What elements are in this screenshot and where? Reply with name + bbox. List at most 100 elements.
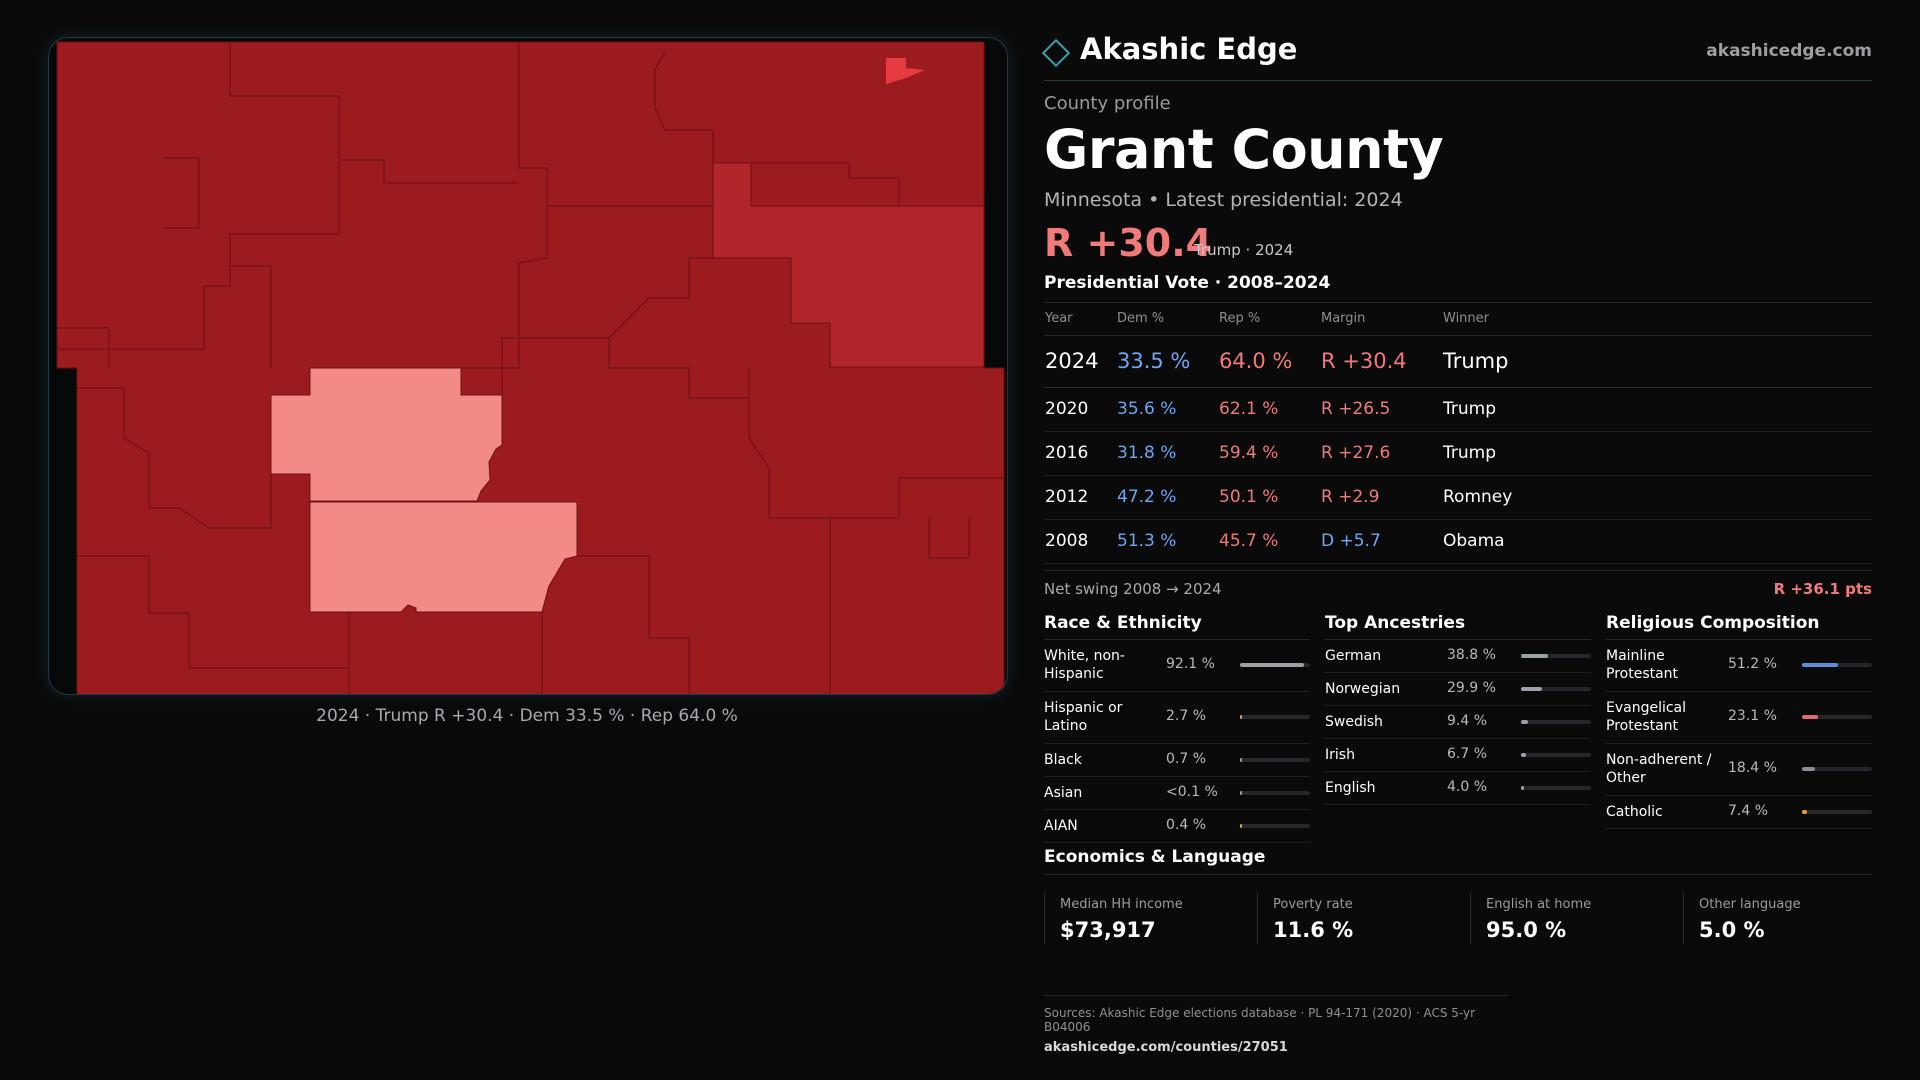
brand-name: Akashic Edge — [1080, 32, 1298, 66]
ancestry-row: Swedish 9.4 % — [1325, 706, 1591, 739]
ancestry-bar-track — [1521, 785, 1591, 790]
race-bar-fill — [1240, 790, 1242, 795]
religion-value: 51.2 % — [1728, 656, 1777, 673]
ancestry-label: Norwegian — [1325, 680, 1401, 697]
vote-dem: 35.6 % — [1116, 387, 1218, 432]
religion-row: Catholic 7.4 % — [1606, 796, 1872, 829]
vote-winner: Romney — [1442, 475, 1872, 520]
vote-margin: R +30.4 — [1320, 335, 1442, 388]
vote-margin: R +27.6 — [1320, 431, 1442, 476]
ancestry-bar-fill — [1521, 785, 1524, 790]
economics-stat: Other language 5.0 % — [1683, 892, 1891, 944]
economics-title: Economics & Language — [1044, 847, 1872, 875]
economics-stat-value: $73,917 — [1060, 918, 1156, 942]
religion-row: Non-adherent / Other 18.4 % — [1606, 744, 1872, 796]
race-row: Asian <0.1 % — [1044, 777, 1310, 810]
vote-row: 2012 47.2 % 50.1 % R +2.9 Romney — [1044, 475, 1872, 520]
race-label: AIAN — [1044, 817, 1078, 834]
race-label: White, non-Hispanic — [1044, 647, 1125, 682]
vote-winner: Trump — [1442, 431, 1872, 476]
vote-year: 2008 — [1044, 519, 1116, 564]
race-title: Race & Ethnicity — [1044, 609, 1310, 640]
race-value: 92.1 % — [1166, 656, 1215, 673]
economics-stat-label: Other language — [1699, 897, 1801, 912]
economics-boxes: Median HH income $73,917 Poverty rate 11.6 … — [1044, 888, 1872, 946]
ancestry-row: Norwegian 29.9 % — [1325, 673, 1591, 706]
col-dem: Dem % — [1116, 302, 1218, 336]
vote-rep: 50.1 % — [1218, 475, 1320, 520]
vote-dem: 31.8 % — [1116, 431, 1218, 476]
precinct-map-svg[interactable] — [49, 38, 1007, 694]
race-value: 0.7 % — [1166, 750, 1207, 767]
religion-label: Catholic — [1606, 803, 1663, 820]
race-row: White, non-Hispanic 92.1 % — [1044, 640, 1310, 692]
ancestry-row: English 4.0 % — [1325, 772, 1591, 805]
precinct-central-south[interactable] — [309, 501, 578, 613]
race-bar-track — [1240, 715, 1310, 720]
ancestry-value: 4.0 % — [1447, 778, 1488, 795]
county-url[interactable]: akashicedge.com/counties/27051 — [1044, 1040, 1288, 1055]
margin-value: R +30.4 — [1044, 220, 1213, 265]
ancestry-bar-fill — [1521, 752, 1526, 757]
religion-bar-track — [1802, 715, 1872, 720]
vote-year: 2020 — [1044, 387, 1116, 432]
vote-table: Year Dem % Rep % Margin Winner 2024 33.5 … — [1044, 302, 1872, 564]
vote-rep: 45.7 % — [1218, 519, 1320, 564]
economics-stat-label: Median HH income — [1060, 897, 1183, 912]
ancestry-bar-fill — [1521, 719, 1528, 724]
ancestry-value: 9.4 % — [1447, 712, 1488, 729]
ancestry-label: Swedish — [1325, 713, 1383, 730]
county-subline: Minnesota • Latest presidential: 2024 — [1044, 188, 1403, 211]
religion-label: Evangelical Protestant — [1606, 699, 1687, 734]
ancestry-bar-fill — [1521, 653, 1549, 658]
precinct-east[interactable] — [712, 162, 985, 368]
vote-rep: 62.1 % — [1218, 387, 1320, 432]
vote-winner: Obama — [1442, 519, 1872, 564]
religion-value: 23.1 % — [1728, 708, 1777, 725]
race-value: 2.7 % — [1166, 708, 1207, 725]
vote-year: 2012 — [1044, 475, 1116, 520]
vote-row: 2016 31.8 % 59.4 % R +27.6 Trump — [1044, 431, 1872, 476]
economics-stat-value: 5.0 % — [1699, 918, 1765, 942]
race-label: Black — [1044, 751, 1082, 768]
race-bar-track — [1240, 663, 1310, 668]
religion-row: Mainline Protestant 51.2 % — [1606, 640, 1872, 692]
site-link[interactable]: akashicedge.com — [1706, 41, 1872, 61]
race-row: AIAN 0.4 % — [1044, 810, 1310, 843]
ancestry-row: Irish 6.7 % — [1325, 739, 1591, 772]
race-label: Asian — [1044, 784, 1083, 801]
economics-stat-label: Poverty rate — [1273, 897, 1353, 912]
profile-kicker: County profile — [1044, 93, 1171, 114]
vote-margin: D +5.7 — [1320, 519, 1442, 564]
race-value: <0.1 % — [1166, 783, 1218, 800]
map-caption: 2024 · Trump R +30.4 · Dem 33.5 % · Rep … — [316, 706, 738, 726]
vote-year: 2016 — [1044, 431, 1116, 476]
race-bar-track — [1240, 790, 1310, 795]
precinct-central-west[interactable] — [270, 367, 503, 502]
precinct-north[interactable] — [56, 41, 1005, 694]
vote-section-title: Presidential Vote · 2008–2024 — [1044, 273, 1872, 303]
precinct-accent[interactable] — [886, 58, 925, 84]
economics-stat-value: 95.0 % — [1486, 918, 1567, 942]
race-bar-track — [1240, 757, 1310, 762]
religion-bar-track — [1802, 663, 1872, 668]
margin-note: Trump · 2024 — [1194, 240, 1294, 259]
county-map[interactable] — [48, 37, 1008, 695]
swing-value: R +36.1 pts — [1773, 579, 1872, 598]
ancestry-label: English — [1325, 779, 1376, 796]
ancestry-column: Top Ancestries German 38.8 % Norwegian 29.9… — [1325, 609, 1591, 805]
race-bar-fill — [1240, 757, 1242, 762]
vote-table-header: Year Dem % Rep % Margin Winner — [1044, 302, 1872, 336]
col-rep: Rep % — [1218, 302, 1320, 336]
religion-bar-fill — [1802, 715, 1819, 720]
swing-label: Net swing 2008 → 2024 — [1044, 579, 1222, 598]
headline-margin: R +30.4 Trump · 2024 — [1044, 221, 1872, 265]
county-title: Grant County — [1044, 118, 1444, 181]
diamond-logo-icon — [1041, 38, 1071, 68]
economics-stat-label: English at home — [1486, 897, 1592, 912]
religion-label: Non-adherent / Other — [1606, 751, 1712, 786]
vote-margin: R +26.5 — [1320, 387, 1442, 432]
religion-column: Religious Composition Mainline Protestan… — [1606, 609, 1872, 829]
religion-bar-track — [1802, 809, 1872, 814]
religion-row: Evangelical Protestant 23.1 % — [1606, 692, 1872, 744]
